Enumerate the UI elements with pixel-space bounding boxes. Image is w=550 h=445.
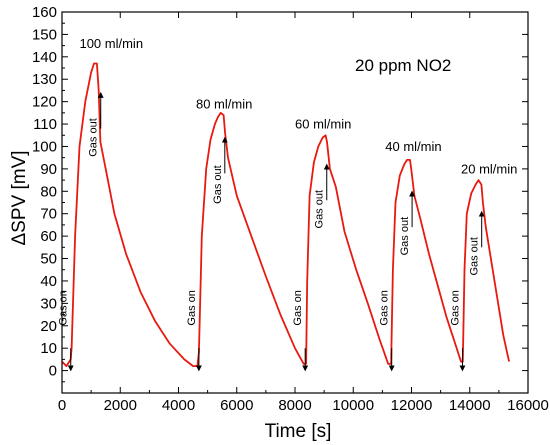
y-tick-label: 140 [32, 49, 57, 66]
gas-markers: Gas on Gas out Gas on Gas out Gas on Gas out G… [58, 91, 485, 372]
series-layer [61, 62, 510, 367]
y-tick-label: 100 [32, 138, 57, 155]
y-axis-title: ΔSPV [mV] [9, 150, 30, 245]
x-tick-label: 10000 [332, 397, 374, 414]
series-line-0 [61, 62, 510, 367]
y-tick-label: 0 [49, 363, 57, 380]
x-tick-label: 4000 [162, 397, 195, 414]
flow-annotations: 100 ml/min 80 ml/min 60 ml/min 40 ml/min 20 … [79, 36, 517, 177]
marker-label: Gas on [379, 290, 391, 325]
y-tick-label: 80 [40, 183, 57, 200]
chart-title: 20 ppm NO2 [355, 56, 451, 75]
x-axis-title: Time [s] [265, 421, 332, 442]
x-tick-label: 12000 [391, 397, 433, 414]
y-tick-label: 60 [40, 228, 57, 245]
y-tick-label: 130 [32, 71, 57, 88]
x-tick-label: 14000 [449, 397, 491, 414]
marker-label: Gas on [58, 290, 70, 325]
flow-rate-label: 100 ml/min [79, 36, 143, 51]
y-tick-label: 90 [40, 161, 57, 178]
y-tick-label: 10 [40, 340, 57, 357]
marker-label: Gas out [469, 237, 481, 276]
x-tick-label: 2000 [104, 397, 137, 414]
flow-rate-label: 40 ml/min [385, 139, 441, 154]
x-tick-label: 16000 [507, 397, 549, 414]
y-axis: 0 10 20 30 40 50 60 70 80 90 100 110 120 130 140 150 160 [32, 4, 528, 383]
x-tick-label: 0 [58, 397, 66, 414]
y-tick-label: 50 [40, 251, 57, 268]
flow-rate-label: 80 ml/min [196, 96, 252, 111]
y-tick-label: 160 [32, 4, 57, 21]
y-tick-label: 70 [40, 206, 57, 223]
marker-label: Gas out [212, 165, 224, 204]
x-tick-label: 8000 [278, 397, 311, 414]
plot-frame [61, 11, 529, 394]
y-tick-label: 20 [40, 318, 57, 335]
y-tick-label: 150 [32, 26, 57, 43]
marker-label: Gas out [88, 118, 100, 157]
marker-label: Gas out [399, 217, 411, 256]
y-tick-label: 120 [32, 94, 57, 111]
marker-label: Gas on [449, 290, 461, 325]
flow-rate-label: 60 ml/min [295, 117, 351, 132]
y-tick-label: 110 [33, 116, 57, 133]
flow-rate-label: 20 ml/min [461, 161, 517, 176]
marker-label: Gas on [186, 290, 198, 325]
y-tick-label: 30 [40, 295, 57, 312]
x-tick-label: 6000 [220, 397, 253, 414]
marker-label: Gas on [292, 290, 304, 325]
x-axis: 0 2000 4000 6000 8000 10000 12000 14000 16000 [58, 12, 549, 414]
y-tick-label: 40 [40, 273, 57, 290]
marker-label: Gas out [314, 190, 326, 229]
